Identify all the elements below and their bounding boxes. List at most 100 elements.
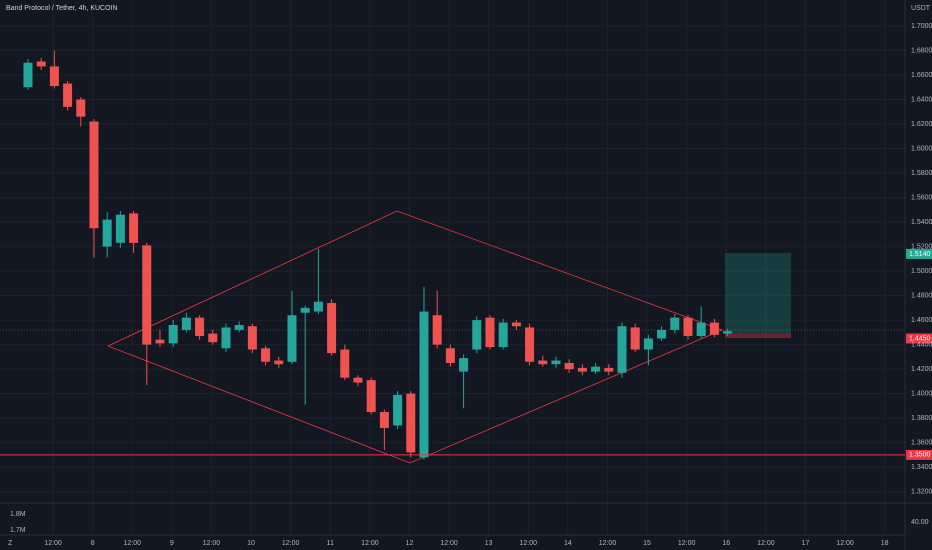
candle-body (142, 245, 152, 345)
x-tick-label: 13 (485, 540, 493, 547)
x-tick-label: 15 (643, 540, 651, 547)
candle-body (247, 326, 257, 350)
y-tick-label: 1.6600 (911, 72, 932, 79)
y-tick-label: 1.6000 (911, 145, 932, 152)
x-tick-label: 12:00 (678, 540, 696, 547)
candle-body (551, 360, 561, 365)
price-tag: 1.3500 (909, 452, 931, 459)
x-tick-label: 11 (327, 540, 334, 547)
candle-body (485, 317, 495, 348)
y-tick-label: 1.4600 (911, 317, 932, 324)
candle-body (89, 121, 99, 229)
candle-body (591, 366, 601, 372)
currency: USDT (911, 5, 931, 12)
candle-body (617, 326, 627, 373)
price-tag: 1.5140 (909, 251, 931, 258)
x-tick-label: 18 (881, 540, 889, 547)
y-tick-label: 1.5800 (911, 170, 932, 177)
x-tick-label: 12:00 (520, 540, 538, 547)
y-tick-label: 1.5600 (911, 194, 932, 201)
candle-body (498, 322, 508, 348)
x-tick-label: 12:00 (440, 540, 458, 547)
candle-body (129, 213, 139, 243)
candle-body (36, 61, 46, 67)
x-tick-label: 17 (802, 540, 810, 547)
x-tick-label: 12:00 (599, 540, 617, 547)
price-tag-bg (906, 449, 932, 460)
long-position-target (725, 253, 791, 334)
candle-body (181, 317, 191, 330)
y-tick-label: 1.4200 (911, 366, 932, 373)
candle-body (313, 301, 323, 312)
candle-body (525, 327, 535, 362)
candle-body (23, 62, 33, 88)
y-tick-label: 1.5200 (911, 243, 932, 250)
price-tag: 1.4450 (909, 335, 931, 342)
x-tick-label: 12:00 (203, 540, 221, 547)
x-tick-label: 8 (91, 540, 95, 547)
candle-body (709, 322, 719, 335)
y-tick-label: 1.6800 (911, 47, 932, 54)
candle-body (195, 317, 205, 337)
candle-body (49, 66, 59, 87)
candle-body (670, 317, 680, 330)
candle-body (630, 327, 640, 350)
candle-body (723, 331, 733, 334)
y-tick-label: 1.3400 (911, 464, 932, 471)
candle-body (208, 333, 218, 343)
y-tick-label: 1.3200 (911, 489, 932, 496)
diamond-pattern (106, 210, 724, 464)
y-tick-label: 1.7000 (911, 23, 932, 30)
y-tick-label: 1.3600 (911, 439, 932, 446)
candle-body (604, 367, 614, 372)
y-tick-label: 1.5000 (911, 268, 932, 275)
candle-body (472, 320, 482, 350)
x-tick-label: 12:00 (44, 540, 62, 547)
candle-body (683, 317, 693, 337)
candle-body (102, 219, 112, 247)
candle-body (168, 325, 178, 344)
x-tick-label: 12:00 (836, 540, 854, 547)
price-tag-bg (906, 248, 932, 259)
candle-body (459, 358, 469, 372)
indicator-label: 40.00 (911, 519, 929, 526)
candle-body (577, 367, 587, 372)
candle-body (234, 325, 244, 330)
candle-body (432, 315, 442, 345)
candle-body (445, 348, 455, 363)
y-tick-label: 1.6400 (911, 96, 932, 103)
x-tick-label: 12:00 (361, 540, 379, 547)
candle-body (274, 360, 284, 365)
long-position-stop (725, 334, 791, 338)
x-tick-label: 12:00 (123, 540, 141, 547)
x-tick-label: 10 (247, 540, 255, 547)
candle-body (511, 322, 521, 327)
candle-body (379, 412, 389, 428)
candle-body (393, 394, 403, 426)
candle-body (366, 380, 376, 413)
candle-body (564, 362, 574, 370)
candle-body (76, 99, 86, 117)
x-tick-label: 9 (170, 540, 174, 547)
chart-title: Band Protocol / Tether, 4h, KUCOIN (6, 5, 118, 12)
volume-label: 1.7M (10, 527, 26, 534)
y-tick-label: 1.4400 (911, 341, 932, 348)
corner-label: Z (8, 540, 13, 547)
candle-body (300, 307, 310, 313)
x-tick-label: 14 (564, 540, 572, 547)
candle-body (406, 393, 416, 453)
volume-label: 1.8M (10, 511, 26, 518)
y-tick-label: 1.4000 (911, 390, 932, 397)
candle-body (327, 302, 337, 354)
candle-body (419, 311, 429, 458)
x-tick-label: 16 (722, 540, 730, 547)
candle-body (115, 214, 125, 243)
price-tag-bg (906, 333, 932, 344)
candle-body (287, 315, 297, 362)
candle-body (340, 349, 350, 378)
y-tick-label: 1.4800 (911, 292, 932, 299)
y-tick-label: 1.6200 (911, 121, 932, 128)
candle-body (696, 322, 706, 337)
candle-body (221, 327, 231, 349)
